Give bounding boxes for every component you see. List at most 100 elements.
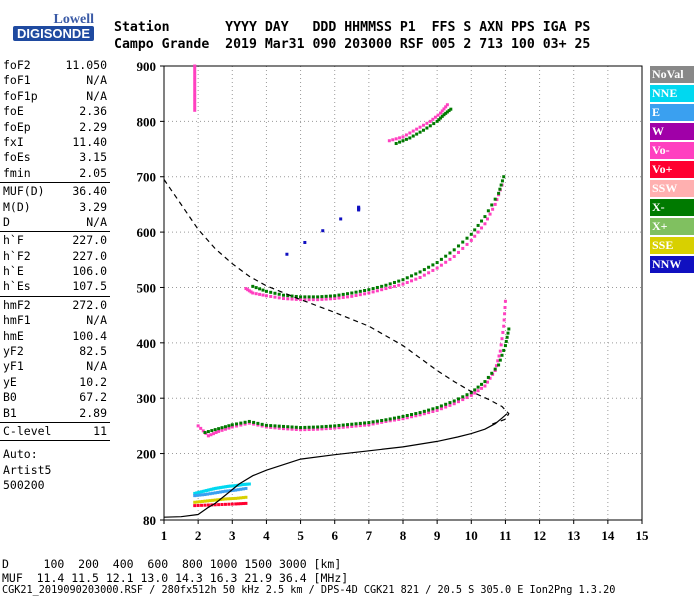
x-tick-label: 2: [195, 528, 202, 543]
echo-point: [193, 106, 197, 110]
param-name: foF2: [3, 58, 31, 72]
echo-point: [294, 425, 298, 429]
echo-point: [490, 371, 494, 375]
echo-point: [247, 421, 251, 425]
echo-point: [392, 418, 396, 422]
param-divider: [0, 295, 110, 297]
echo-point: [320, 295, 324, 299]
echo-point: [212, 432, 216, 436]
echo-point: [461, 395, 465, 399]
echo-point: [290, 297, 294, 301]
y-tick-label: 80: [143, 513, 156, 528]
echo-point: [341, 295, 345, 299]
param-value: N/A: [86, 88, 107, 103]
echo-point: [227, 484, 231, 488]
echo-point: [234, 484, 238, 488]
x-tick-label: 6: [331, 528, 338, 543]
electron-density-profile: [163, 413, 508, 518]
echo-point: [196, 424, 200, 428]
echo-point: [431, 117, 435, 121]
echo-point: [388, 419, 392, 423]
param-name: MUF(D): [3, 184, 45, 199]
echo-point: [225, 485, 229, 489]
param-value: 107.5: [72, 279, 107, 294]
echo-point: [414, 272, 418, 276]
scaled-parameters-panel: foF2 11.050 foF1 N/A foF1p N/A foE 2.36 foEp 2.29…: [0, 58, 110, 494]
param-row-fof2: foF2 11.050: [0, 58, 110, 73]
echo-point: [431, 263, 435, 267]
echo-point: [431, 268, 435, 272]
echo-point: [436, 113, 440, 117]
echo-point: [218, 490, 222, 494]
echo-point: [411, 134, 415, 138]
echo-point: [503, 344, 507, 348]
echo-point: [418, 411, 422, 415]
echo-point: [303, 428, 307, 432]
echo-point: [427, 265, 431, 269]
echo-point: [198, 493, 202, 497]
echo-point: [328, 294, 332, 298]
echo-point: [493, 202, 497, 206]
echo-point: [425, 126, 429, 130]
param-name: B0: [3, 390, 17, 405]
echo-point: [282, 293, 285, 297]
echo-point: [239, 421, 243, 425]
echo-point: [290, 294, 294, 298]
echo-point: [193, 94, 197, 98]
echo-point: [243, 422, 247, 426]
echo-point: [299, 298, 303, 302]
echo-point: [201, 489, 205, 493]
echo-point: [193, 81, 197, 85]
echo-point: [415, 132, 419, 136]
echo-point: [371, 420, 375, 424]
echo-point: [503, 299, 507, 303]
echo-point: [435, 406, 439, 410]
echo-point: [303, 425, 307, 429]
echo-point: [500, 179, 504, 183]
echo-point: [398, 136, 402, 140]
echo-point: [410, 415, 414, 419]
param-row-h-e: h`E 106.0: [0, 264, 110, 279]
echo-point: [422, 412, 426, 416]
echo-point: [294, 294, 298, 298]
echo-point: [290, 427, 294, 431]
echo-point: [490, 203, 494, 207]
echo-point: [241, 502, 245, 506]
echo-point: [387, 139, 391, 143]
echo-point: [375, 421, 379, 425]
param-value: 2.89: [79, 405, 107, 420]
echo-point: [341, 423, 345, 427]
param-value: N/A: [86, 359, 107, 374]
echo-point: [203, 493, 207, 497]
echo-point: [307, 298, 311, 302]
footer-file-info: CGK21_2019090203000.RSF / 280fx512h 50 k…: [2, 585, 616, 596]
echo-point: [473, 388, 477, 392]
echo-point: [260, 424, 264, 428]
param-name: B1: [3, 405, 17, 420]
echo-point: [391, 138, 395, 142]
echo-point: [199, 426, 203, 430]
echo-point: [401, 414, 405, 418]
echo-point: [493, 367, 497, 371]
echo-point: [486, 209, 490, 213]
param-name: M(D): [3, 199, 31, 214]
echo-point: [235, 424, 239, 428]
echo-point: [193, 494, 197, 498]
echo-point: [193, 64, 197, 68]
logo-digisonde: DIGISONDE: [13, 26, 94, 41]
echo-point: [465, 396, 469, 400]
echo-point: [213, 486, 217, 490]
echo-point: [350, 294, 354, 298]
echo-point: [193, 97, 197, 101]
echo-point: [269, 290, 273, 294]
echo-point: [241, 496, 245, 500]
echo-point: [440, 114, 444, 118]
echo-point: [205, 489, 209, 493]
y-tick-label: 500: [137, 280, 157, 295]
echo-point: [222, 485, 226, 489]
echo-point: [220, 485, 224, 489]
echo-point: [206, 492, 210, 496]
echo-point: [269, 425, 273, 429]
echo-point: [394, 142, 398, 146]
echo-point: [350, 422, 354, 426]
